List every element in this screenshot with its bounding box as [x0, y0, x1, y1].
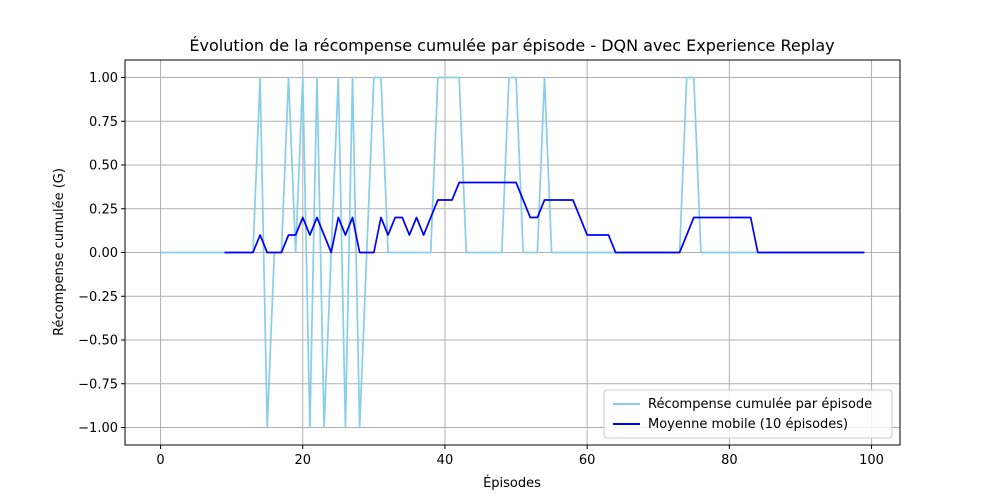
legend-box	[603, 389, 893, 439]
ticks: 0 20 40 60 80 100 −1.00 −0.75 −0.50 −0.25 0.00 0.25…	[78, 71, 884, 468]
y-tick-label: 0.75	[89, 115, 118, 130]
y-tick-label: −1.00	[78, 421, 118, 436]
x-tick-label: 100	[859, 453, 884, 468]
x-tick-label: 0	[156, 453, 164, 468]
y-tick-label: 0.50	[89, 159, 118, 174]
chart-title: Évolution de la récompense cumulée par é…	[189, 36, 834, 55]
series-layer	[160, 76, 865, 429]
y-tick-label: 1.00	[89, 71, 118, 86]
y-tick-label: 0.00	[89, 246, 118, 261]
y-tick-label: −0.50	[78, 334, 118, 349]
x-tick-label: 40	[437, 453, 454, 468]
y-tick-label: −0.25	[78, 290, 118, 305]
y-tick-label: 0.25	[89, 202, 118, 217]
x-tick-label: 60	[579, 453, 596, 468]
x-tick-label: 80	[721, 453, 738, 468]
y-axis-label: Récompense cumulée (G)	[52, 168, 67, 336]
y-tick-label: −0.75	[78, 377, 118, 392]
legend: Récompense cumulée par épisode Moyenne m…	[603, 389, 893, 439]
x-tick-label: 20	[294, 453, 311, 468]
x-axis-label: Épisodes	[483, 475, 541, 491]
moving-average-line	[224, 181, 865, 254]
legend-label-moving-average: Moyenne mobile (10 épisodes)	[648, 417, 848, 432]
legend-label-reward: Récompense cumulée par épisode	[648, 397, 872, 412]
